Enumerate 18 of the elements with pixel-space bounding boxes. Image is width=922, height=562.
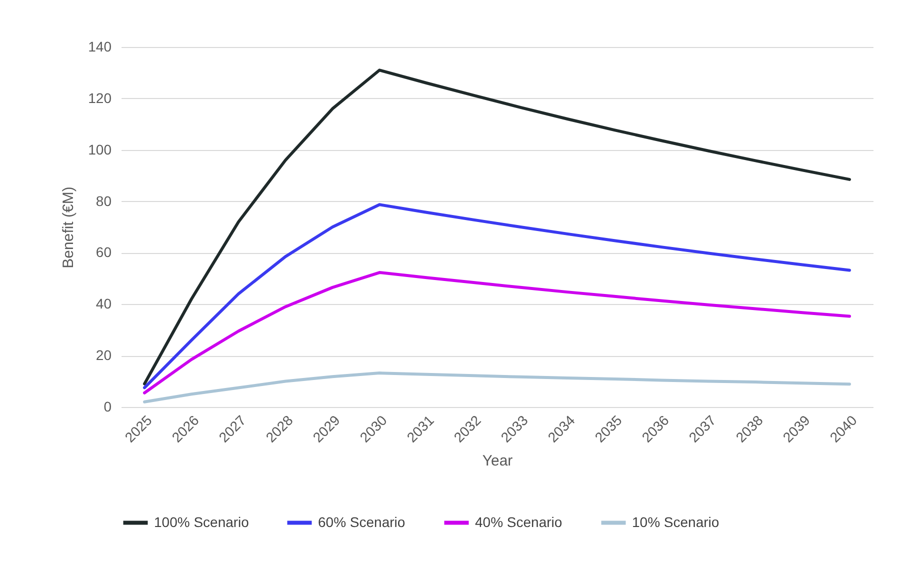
y-axis-title: Benefit (€M) xyxy=(60,186,78,268)
y-tick-label: 0 xyxy=(104,398,112,414)
line-series xyxy=(143,271,851,394)
y-tick-label: 60 xyxy=(96,244,112,260)
y-tick-label: 120 xyxy=(88,90,112,106)
y-tick-label: 20 xyxy=(96,347,112,364)
line-series xyxy=(143,203,851,390)
line-series xyxy=(143,372,851,404)
y-tick-label: 40 xyxy=(96,296,112,312)
y-tick-label: 100 xyxy=(88,141,112,158)
y-tick-label: 80 xyxy=(96,192,112,209)
line-series xyxy=(143,68,851,386)
legend-label: 10% Scenario xyxy=(632,514,720,530)
y-tick-label: 140 xyxy=(88,38,112,54)
legend-label: 60% Scenario xyxy=(318,514,406,530)
legend-label: 100% Scenario xyxy=(154,514,250,530)
legend-label: 40% Scenario xyxy=(475,514,562,530)
x-axis-title: Year xyxy=(482,452,513,470)
